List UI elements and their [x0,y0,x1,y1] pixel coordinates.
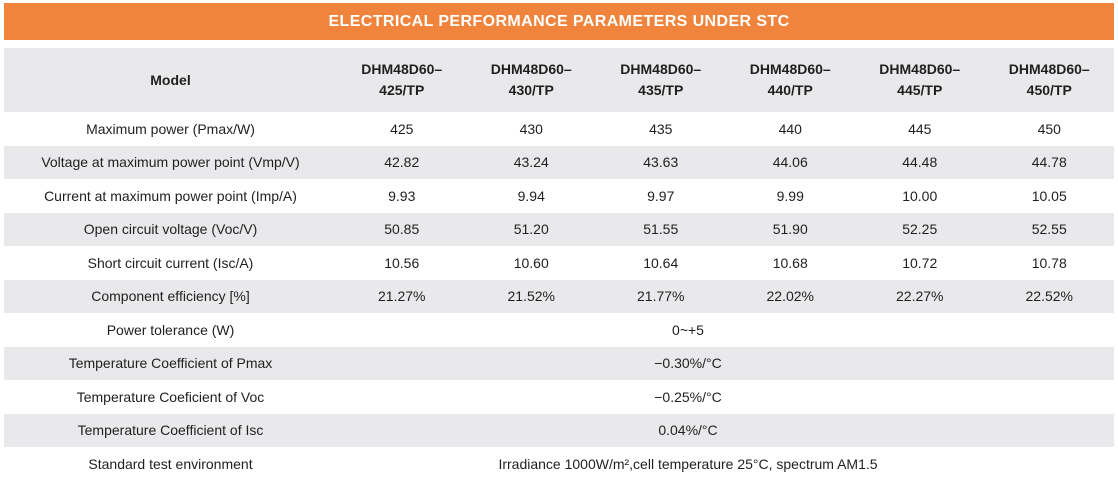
model-name-line1: DHM48D60– [620,61,702,77]
value-cell: 42.82 [337,145,467,179]
model-name-line2: 450/TP [1026,82,1072,98]
merged-value-cell: Irradiance 1000W/m²,cell temperature 25°… [498,455,878,472]
value-cell: 43.24 [466,145,596,179]
value-cell: 430 [519,120,543,137]
model-name-cell: DHM48D60– 435/TP [596,48,726,112]
value-cell: 9.97 [647,187,675,204]
model-name-line2: 435/TP [638,82,684,98]
value-cell: 22.02% [725,279,855,313]
merged-value-cell: 0~+5 [672,321,704,338]
param-label-cell: Maximum power (Pmax/W) [86,120,255,137]
value-cell: 44.06 [725,145,855,179]
param-row-imp: Current at maximum power point (Imp/A) 9… [4,179,1114,213]
value-cell: 52.25 [855,212,985,246]
model-name-cell: DHM48D60– 430/TP [466,48,596,112]
value-cell: 10.68 [772,254,808,271]
param-label-cell: Temperature Coefficient of Isc [4,413,337,447]
value-cell: 21.77% [596,279,726,313]
param-row-efficiency: Component efficiency [%] 21.27% 21.52% 2… [4,279,1114,313]
model-name-line2: 440/TP [767,82,813,98]
param-label-cell: Standard test environment [88,455,253,472]
param-row-temp-coeff-pmax: Temperature Coefficient of Pmax −0.30%/°… [4,346,1114,380]
value-cell: 440 [778,120,802,137]
table-title: ELECTRICAL PERFORMANCE PARAMETERS UNDER … [328,12,790,30]
value-cell: 51.55 [596,212,726,246]
model-name-line2: 430/TP [508,82,554,98]
value-cell: 10.72 [902,254,938,271]
value-cell: 22.27% [855,279,985,313]
param-row-max-power: Maximum power (Pmax/W) 425 430 435 440 4… [4,112,1114,146]
value-cell: 51.20 [466,212,596,246]
value-cell: 43.63 [596,145,726,179]
value-cell: 425 [390,120,414,137]
value-cell: 445 [908,120,932,137]
datasheet-panel: ELECTRICAL PERFORMANCE PARAMETERS UNDER … [4,3,1114,481]
model-name-cell: DHM48D60– 445/TP [855,48,985,112]
param-row-temp-coeff-voc: Temperature Coeficient of Voc −0.25%/°C [4,380,1114,414]
param-label-cell: Current at maximum power point (Imp/A) [44,187,297,204]
param-row-isc: Short circuit current (Isc/A) 10.56 10.6… [4,246,1114,280]
value-cell: 10.78 [1031,254,1067,271]
electrical-performance-table: Model DHM48D60– 425/TP DHM48D60– 430/TP … [4,48,1114,481]
model-name-line1: DHM48D60– [1008,61,1090,77]
model-name-cell: DHM48D60– 425/TP [337,48,467,112]
model-header-cell: Model [4,48,337,112]
value-cell: 10.00 [902,187,938,204]
param-label-cell: Short circuit current (Isc/A) [87,254,254,271]
param-row-temp-coeff-isc: Temperature Coefficient of Isc 0.04%/°C [4,413,1114,447]
value-cell: 44.48 [855,145,985,179]
param-label-cell: Power tolerance (W) [106,321,235,338]
model-name-line2: 425/TP [379,82,425,98]
merged-value-cell: −0.25%/°C [654,388,722,405]
param-row-power-tolerance: Power tolerance (W) 0~+5 [4,313,1114,347]
value-cell: 9.93 [388,187,416,204]
model-name-cell: DHM48D60– 450/TP [984,48,1114,112]
model-name-line1: DHM48D60– [361,61,443,77]
value-cell: 9.94 [517,187,545,204]
value-cell: 435 [649,120,673,137]
table-title-bar: ELECTRICAL PERFORMANCE PARAMETERS UNDER … [4,3,1114,40]
model-name-line1: DHM48D60– [879,61,961,77]
merged-value-cell: −0.30%/°C [337,346,1114,380]
param-label-cell: Temperature Coeficient of Voc [76,388,265,405]
value-cell: 52.55 [984,212,1114,246]
value-cell: 10.60 [513,254,549,271]
value-cell: 10.05 [1031,187,1067,204]
value-cell: 21.52% [466,279,596,313]
param-label-cell: Temperature Coefficient of Pmax [4,346,337,380]
param-row-standard-test-env: Standard test environment Irradiance 100… [4,447,1114,481]
param-label-cell: Component efficiency [%] [4,279,337,313]
value-cell: 22.52% [984,279,1114,313]
value-cell: 450 [1037,120,1061,137]
value-cell: 44.78 [984,145,1114,179]
value-cell: 10.56 [384,254,420,271]
param-row-voc: Open circuit voltage (Voc/V) 50.85 51.20… [4,212,1114,246]
param-row-vmp: Voltage at maximum power point (Vmp/V) 4… [4,145,1114,179]
model-name-cell: DHM48D60– 440/TP [725,48,855,112]
merged-value-cell: 0.04%/°C [337,413,1114,447]
value-cell: 21.27% [337,279,467,313]
model-name-line1: DHM48D60– [749,61,831,77]
model-header-row: Model DHM48D60– 425/TP DHM48D60– 430/TP … [4,48,1114,112]
model-name-line2: 445/TP [897,82,943,98]
param-label-cell: Open circuit voltage (Voc/V) [4,212,337,246]
value-cell: 10.64 [643,254,679,271]
value-cell: 50.85 [337,212,467,246]
model-name-line1: DHM48D60– [490,61,572,77]
value-cell: 51.90 [725,212,855,246]
value-cell: 9.99 [776,187,804,204]
param-label-cell: Voltage at maximum power point (Vmp/V) [4,145,337,179]
